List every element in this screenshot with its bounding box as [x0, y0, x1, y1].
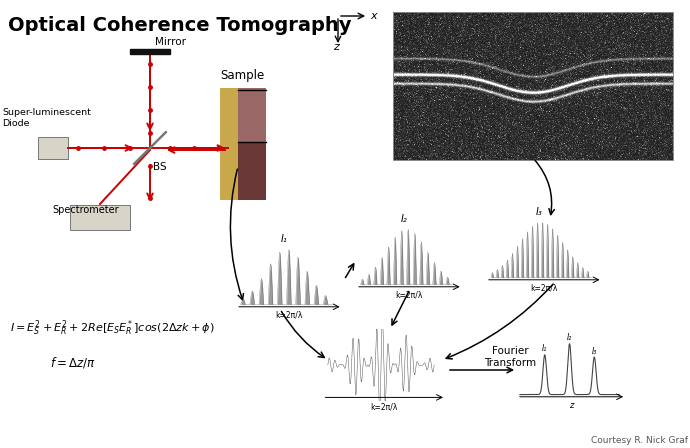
Bar — [220, 88, 238, 200]
Text: z: z — [333, 42, 339, 52]
Text: Fourier
Transform: Fourier Transform — [484, 346, 536, 368]
Text: x: x — [370, 11, 377, 21]
Text: Sample: Sample — [220, 69, 264, 82]
Text: BS: BS — [153, 162, 166, 172]
Text: Optical Coherence Tomography: Optical Coherence Tomography — [8, 16, 351, 35]
Bar — [38, 137, 68, 159]
Bar — [238, 88, 266, 142]
Text: $f=\Delta z/\pi$: $f=\Delta z/\pi$ — [50, 355, 96, 370]
Bar — [238, 142, 266, 200]
Bar — [70, 205, 130, 230]
Bar — [130, 49, 170, 54]
Bar — [393, 12, 673, 160]
Text: Mirror: Mirror — [155, 37, 186, 47]
Text: Super-luminescent
Diode: Super-luminescent Diode — [2, 108, 91, 128]
Text: Spectrometer: Spectrometer — [52, 205, 119, 215]
Text: Courtesy R. Nick Graf: Courtesy R. Nick Graf — [591, 436, 688, 445]
Text: $I=E_S^2+E_R^2+2Re[E_SE_R^*]cos(2\Delta zk+\phi)$: $I=E_S^2+E_R^2+2Re[E_SE_R^*]cos(2\Delta … — [10, 318, 215, 338]
